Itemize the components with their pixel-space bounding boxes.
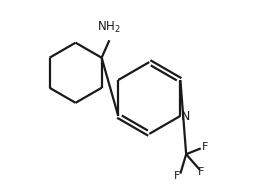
Text: NH$_2$: NH$_2$ (98, 20, 121, 35)
Text: F: F (202, 142, 208, 152)
Text: F: F (198, 167, 204, 177)
Text: N: N (181, 110, 190, 123)
Text: F: F (174, 171, 180, 181)
